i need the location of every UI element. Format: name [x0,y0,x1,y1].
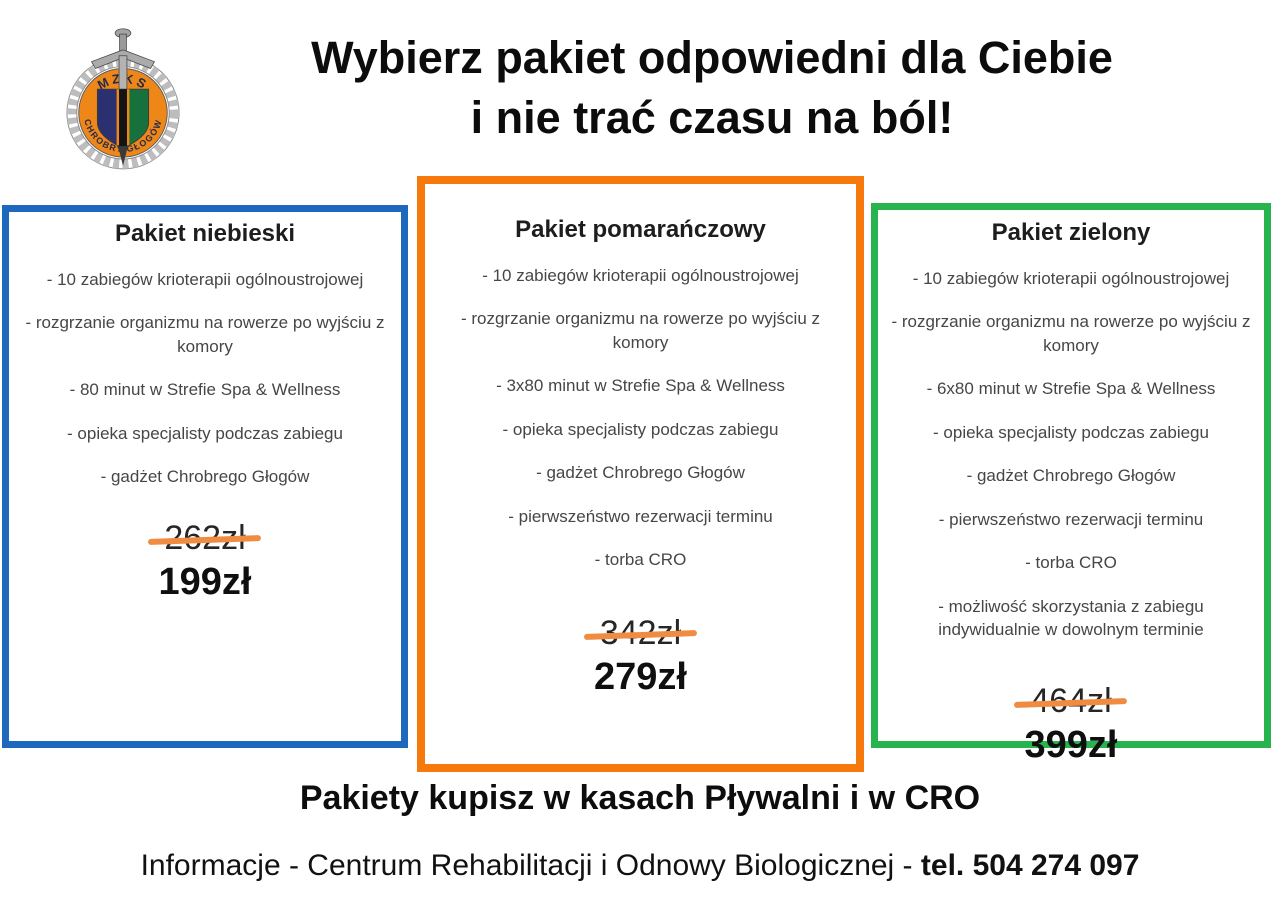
package-item: - 10 zabiegów krioterapii ogólnoustrojow… [46,270,364,289]
package-title: Pakiet zielony [991,219,1151,246]
final-price: 279zł [594,655,687,698]
old-price: 464zł [1014,682,1128,721]
old-price: 342zł [583,614,698,653]
package-item: - opieka specjalisty podczas zabiegu [933,422,1209,442]
package-item: - gadżet Chrobrego Głogów [536,463,745,483]
package-item: - 3x80 minut w Strefie Spa & Wellness [496,376,785,396]
package-item: - rozgrzanie organizmu na rowerze po wyj… [891,312,1251,355]
package-item: - możliwość skorzystania z zabiegu indyw… [938,596,1204,640]
final-price: 199zł [158,560,252,603]
old-price: 262zł [148,519,262,558]
page-title-line2: i nie trać czasu na ból! [470,92,954,144]
package-title: Pakiet niebieski [114,220,296,247]
package-item: - gadżet Chrobrego Głogów [100,467,310,487]
footer-purchase-info: Pakiety kupisz w kasach Pływalni i w CRO [299,779,981,817]
package-item: - pierwszeństwo rezerwacji terminu [508,506,773,526]
footer-contact-info: Informacje - Centrum Rehabilitacji i Odn… [0,849,1280,883]
footer-contact-text: Informacje - Centrum Rehabilitacji i Odn… [140,849,921,882]
package-item: - pierwszeństwo rezerwacji terminu [938,509,1204,529]
package-card-orange: Pakiet pomarańczowy - 10 zabiegów kriote… [417,176,864,772]
package-title: Pakiet pomarańczowy [515,216,766,243]
package-item: - 6x80 minut w Strefie Spa & Wellness [926,379,1216,399]
package-item: - torba CRO [594,550,687,570]
price-block: 464zł 399zł [1014,682,1128,767]
final-price: 399zł [1024,723,1118,766]
package-item-list: - 10 zabiegów krioterapii ogólnoustrojow… [21,268,389,489]
package-item: - gadżet Chrobrego Głogów [966,466,1176,486]
package-item-list: - 10 zabiegów krioterapii ogólnoustrojow… [441,264,840,572]
package-item: - rozgrzanie organizmu na rowerze po wyj… [25,313,385,356]
package-item: - opieka specjalisty podczas zabiegu [67,423,343,443]
package-item: - 10 zabiegów krioterapii ogólnoustrojow… [482,266,799,285]
package-card-blue: Pakiet niebieski - 10 zabiegów krioterap… [2,205,408,748]
package-item: - rozgrzanie organizmu na rowerze po wyj… [460,309,821,352]
footer-phone-number: tel. 504 274 097 [920,849,1140,882]
package-item: - torba CRO [1025,553,1117,573]
price-block: 342zł 279zł [583,614,698,699]
package-card-green: Pakiet zielony - 10 zabiegów krioterapii… [871,203,1271,766]
club-crest-logo: MZKS CHROBRY GŁOGÓW [66,28,180,170]
price-block: 262zł 199zł [148,519,262,604]
page-title-line1: Wybierz pakiet odpowiedni dla Ciebie [311,32,1113,83]
package-item-list: - 10 zabiegów krioterapii ogólnoustrojow… [886,267,1256,642]
package-item: - 10 zabiegów krioterapii ogólnoustrojow… [912,269,1230,288]
package-item: - opieka specjalisty podczas zabiegu [502,419,779,439]
page-title: Wybierz pakiet odpowiedni dla Ciebie i n… [184,28,1240,149]
package-item: - 80 minut w Strefie Spa & Wellness [69,380,341,400]
